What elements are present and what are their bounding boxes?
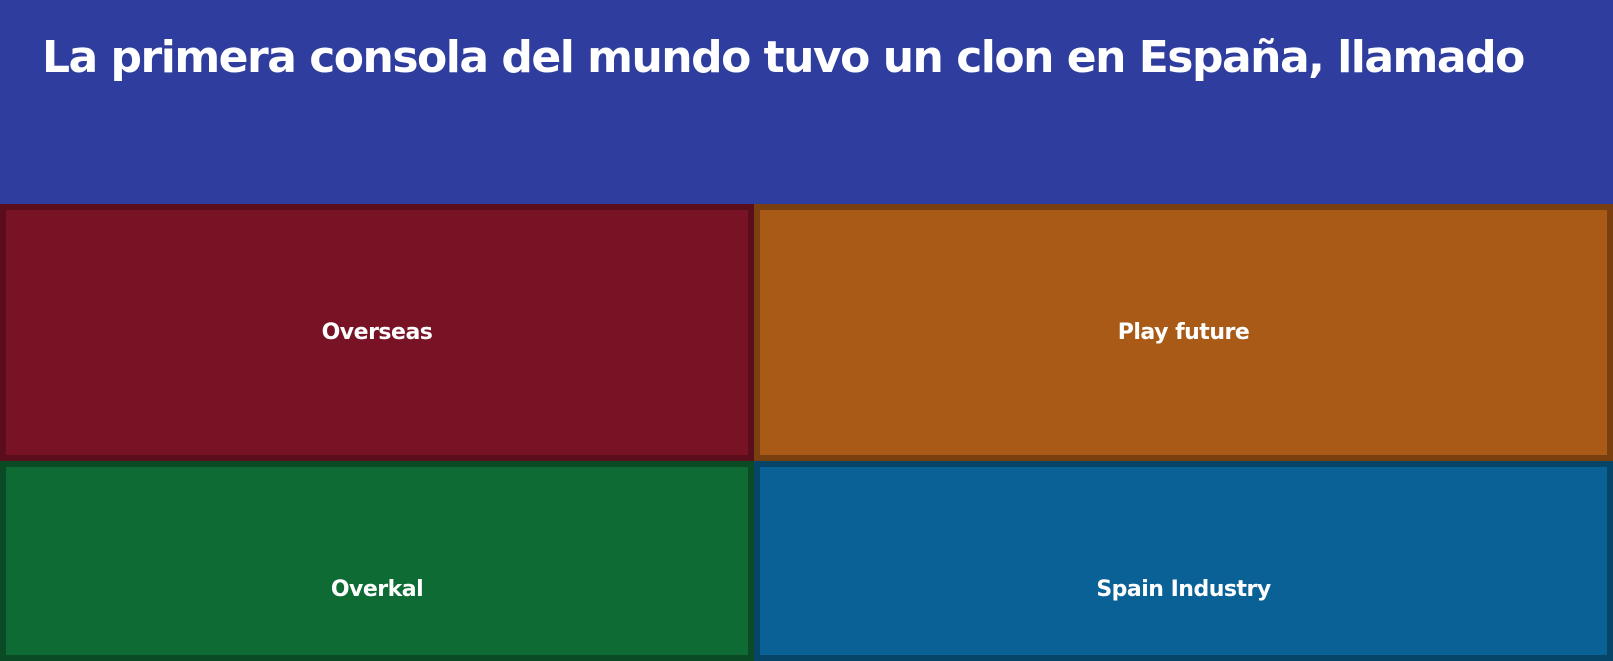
answer-option-4-label: Spain Industry [1096, 577, 1270, 602]
answer-option-1-label: Overseas [322, 320, 433, 345]
question-text: La primera consola del mundo tuvo un clo… [42, 32, 1524, 85]
answer-option-3[interactable]: Overkal [0, 461, 754, 661]
question-panel: La primera consola del mundo tuvo un clo… [0, 0, 1613, 204]
answer-option-2[interactable]: Play future [754, 204, 1613, 461]
answer-option-4[interactable]: Spain Industry [754, 461, 1613, 661]
answer-option-1[interactable]: Overseas [0, 204, 754, 461]
answer-option-3-label: Overkal [331, 577, 423, 602]
answer-option-2-label: Play future [1118, 320, 1250, 345]
answer-grid: Overseas Play future Overkal Spain Indus… [0, 204, 1613, 618]
